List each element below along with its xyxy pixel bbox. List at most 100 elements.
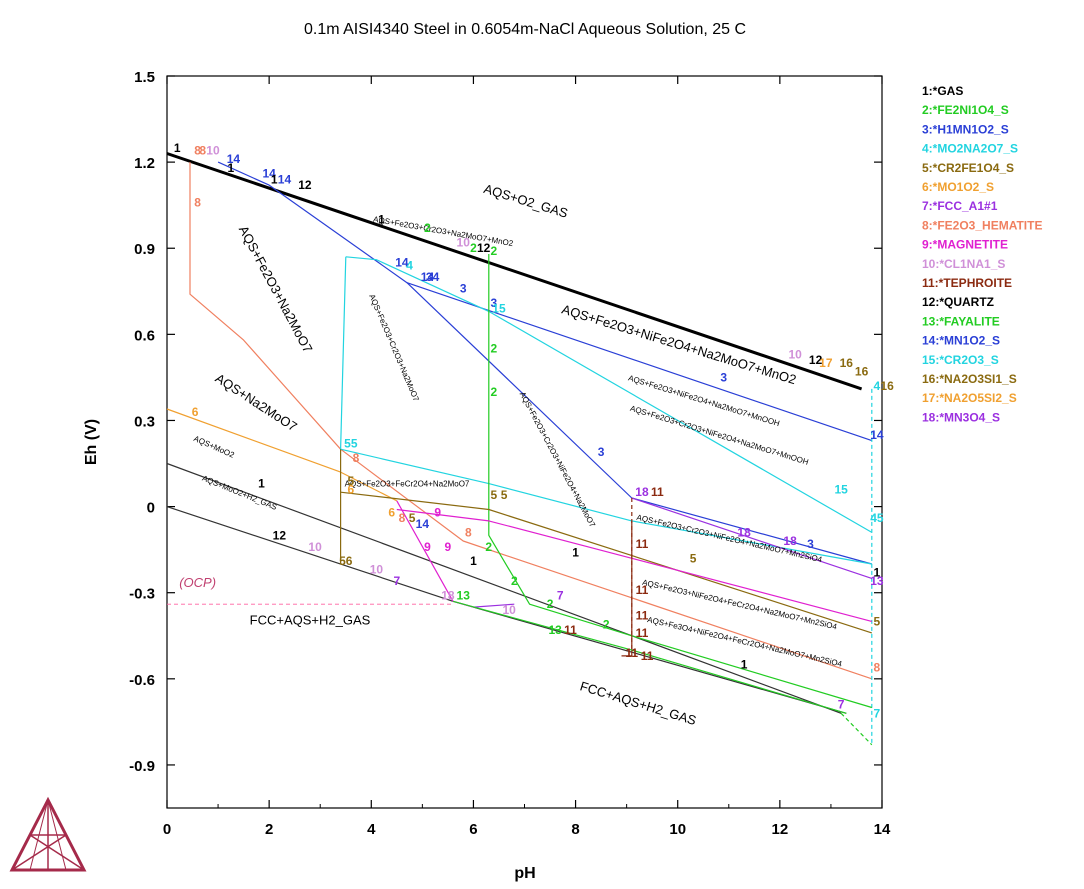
phase-boundary-series-7: [473, 603, 515, 608]
line-id-label: 6: [388, 505, 395, 519]
legend-item-15: 15:*CR2O3_S: [922, 353, 999, 367]
line-id-label: 5: [501, 488, 508, 502]
region-label: AQS+Fe2O3+FeCr2O4+Na2MoO7: [345, 479, 470, 488]
y-tick-label: 1.5: [134, 69, 155, 86]
line-id-label: 10: [788, 347, 802, 361]
x-tick-label: 10: [669, 821, 686, 838]
line-id-label: 14: [262, 167, 276, 181]
x-tick-label: 14: [874, 821, 891, 838]
line-id-label: 45: [870, 511, 884, 525]
line-id-label: 1: [227, 161, 234, 175]
line-id-label: 3: [720, 370, 727, 384]
line-id-label: 3: [491, 296, 498, 310]
line-id-label: 1: [271, 172, 278, 186]
legend-item-1: 1:*GAS: [922, 84, 963, 98]
legend-item-10: 10:*CL1NA1_S: [922, 257, 1005, 271]
legend-item-17: 17:*NA2O5SI2_S: [922, 391, 1017, 405]
line-id-label: 11: [636, 626, 649, 640]
legend-item-4: 4:*MO2NA2O7_S: [922, 142, 1018, 156]
line-id-label: 8: [199, 144, 206, 158]
line-id-label: 2: [424, 221, 431, 235]
line-id-label: 8: [194, 195, 201, 209]
y-tick-label: 0.3: [134, 413, 155, 430]
line-id-label: 1: [572, 546, 579, 560]
line-id-label: 11: [636, 583, 649, 597]
line-id-label: 7: [874, 706, 881, 720]
triangle-logo-icon: [9, 796, 87, 872]
y-tick-label: 0.9: [134, 241, 155, 258]
y-tick-label: -0.3: [129, 586, 155, 603]
line-id-label: 9: [424, 540, 431, 554]
line-id-label: 6: [348, 482, 355, 496]
line-id-label: 16: [880, 379, 894, 393]
x-tick-label: 12: [772, 821, 789, 838]
line-id-label: 3: [598, 445, 605, 459]
line-id-label: 5: [690, 551, 697, 565]
line-id-label: 11: [636, 609, 649, 623]
region-label: AQS+Fe2O3+NiFe2O4+Na2MoO7+MnO2: [560, 302, 798, 388]
line-id-label: 11: [641, 649, 654, 663]
line-id-label: 7: [838, 698, 845, 712]
region-label: AQS+Fe2O3+Cr2O3+Na2MoO7: [367, 293, 421, 403]
line-id-label: 11: [564, 623, 577, 637]
line-id-label: 12: [298, 178, 312, 192]
line-id-label: 8: [465, 525, 472, 539]
line-id-label: 2: [491, 385, 498, 399]
legend-item-12: 12:*QUARTZ: [922, 295, 994, 309]
region-label: AQS+Fe2O3+NiFe2O4+Na2MoO7+MnOOH: [627, 373, 781, 428]
phase-boundary-series-1: [166, 152, 863, 391]
line-id-label: 16: [840, 356, 854, 370]
region-label: FCC+AQS+H2_GAS: [578, 678, 698, 728]
legend-item-13: 13:*FAYALITE: [922, 314, 1000, 328]
line-id-label: 2: [511, 574, 518, 588]
legend-item-14: 14:*MN1O2_S: [922, 334, 1000, 348]
region-label: AQS+Fe2O3+Cr2O3+NiFe2O4+Na2MoO7: [518, 390, 598, 529]
line-id-label: 10: [206, 144, 220, 158]
line-id-label: 1: [470, 554, 477, 568]
region-label: AQS+MoO2+H2_GAS: [201, 474, 278, 512]
axis-ticks: 0 2 4 6 8 10 12 141.51.20.90.60.30-0.3-0.6-0.9: [129, 69, 891, 838]
y-tick-label: -0.6: [129, 672, 155, 689]
line-id-label: 9: [434, 505, 441, 519]
line-id-label: 8: [194, 144, 201, 158]
line-id-label: 10: [457, 235, 471, 249]
region-labels: AQS+O2_GASAQS+Fe2O3+Cr2O3+Na2MoO7+MnO2AQ…: [192, 181, 843, 728]
line-id-label: 15: [834, 482, 848, 496]
line-id-label: 14: [421, 270, 435, 284]
phase-boundary-series-4: [345, 256, 873, 533]
line-id-label: 11: [651, 485, 664, 499]
y-tick-label: -0.9: [129, 758, 155, 775]
series-layer: [166, 152, 873, 746]
line-id-label: 8: [874, 660, 881, 674]
line-id-label: 10: [370, 563, 384, 577]
y-tick-label: 1.2: [134, 155, 155, 172]
x-tick-label: 6: [469, 821, 477, 838]
legend-item-16: 16:*NA2O3SI1_S: [922, 372, 1017, 386]
phase-boundary-series-1: [166, 462, 842, 714]
legend-item-5: 5:*CR2FE1O4_S: [922, 161, 1014, 175]
line-id-label: 1: [378, 213, 385, 227]
phase-boundary-series-2: [840, 712, 873, 746]
line-id-label: 12: [273, 528, 287, 542]
line-id-label: 1: [874, 566, 881, 580]
x-tick-label: 0: [163, 821, 171, 838]
line-id-label: 5: [491, 488, 498, 502]
line-id-label: 13: [457, 589, 471, 603]
line-id-label: 17: [819, 356, 833, 370]
line-id-label: 34: [426, 270, 440, 284]
x-tick-label: 4: [367, 821, 376, 838]
phase-boundary-series-3: [217, 161, 872, 565]
line-id-label: 1: [741, 657, 748, 671]
x-tick-label: 2: [265, 821, 273, 838]
line-id-label: 18: [737, 525, 751, 539]
y-tick-label: 0.6: [134, 327, 155, 344]
line-id-label: 5: [348, 474, 355, 488]
legend-item-9: 9:*MAGNETITE: [922, 238, 1008, 252]
line-id-label: 11: [625, 646, 638, 660]
line-id-label: 8: [353, 451, 360, 465]
line-id-label: 4: [874, 379, 881, 393]
legend-item-2: 2:*FE2NI1O4_S: [922, 103, 1009, 117]
line-id-label: 2: [470, 241, 477, 255]
line-id-label: 18: [783, 534, 797, 548]
line-id-label: 55: [344, 436, 358, 450]
